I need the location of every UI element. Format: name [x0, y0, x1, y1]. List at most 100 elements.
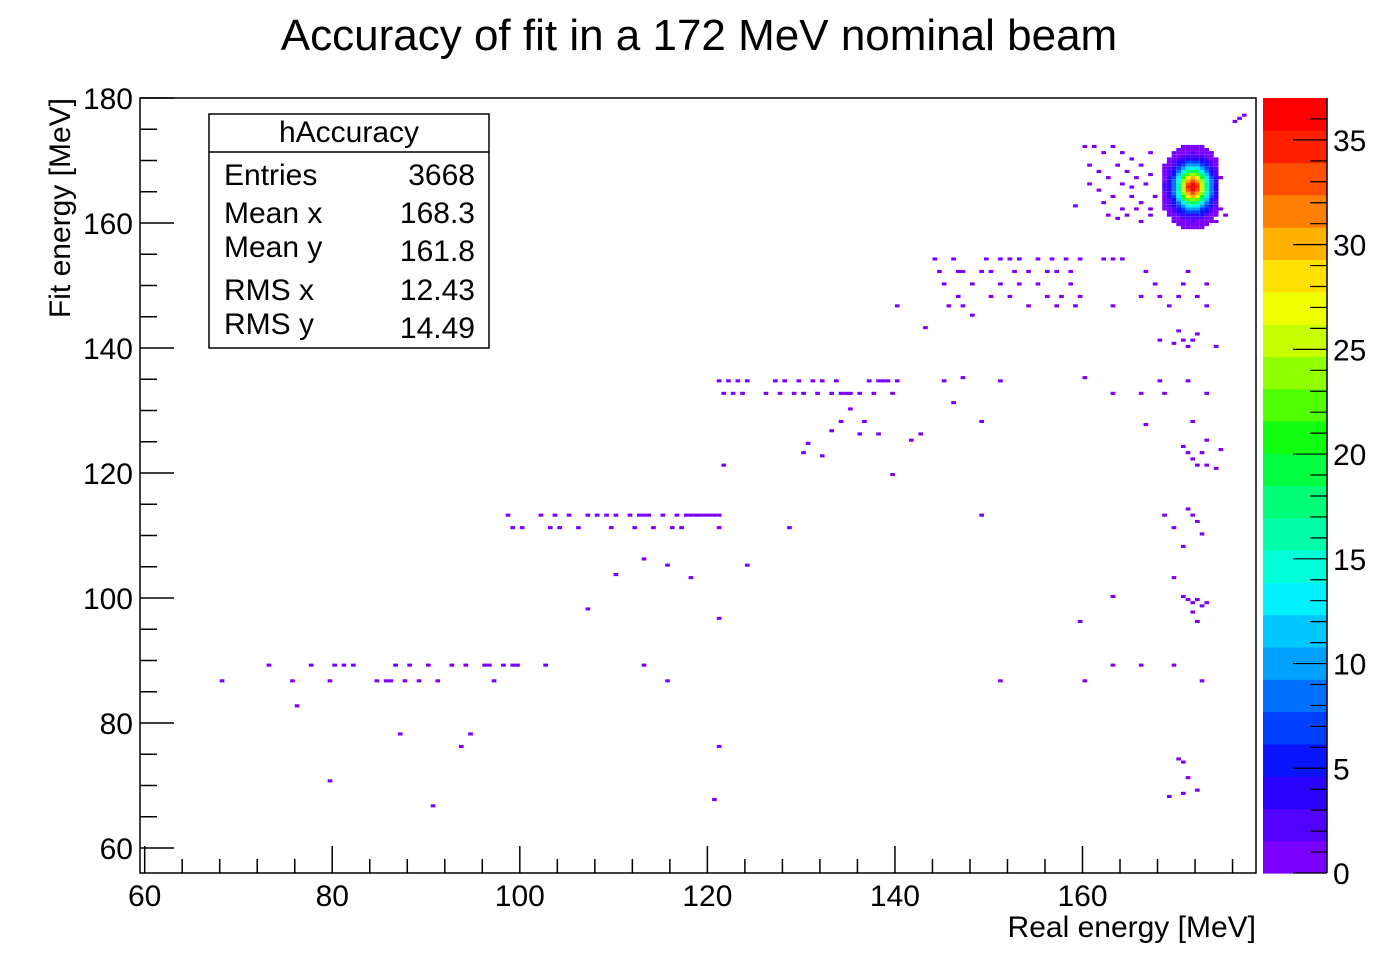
heatmap-bin [716, 526, 722, 530]
heatmap-bin [510, 526, 516, 530]
heatmap-bin [1213, 207, 1219, 211]
heatmap-bin [1138, 391, 1144, 395]
chart-title: Accuracy of fit in a 172 MeV nominal bea… [281, 11, 1117, 60]
heatmap-bin [1195, 619, 1200, 623]
heatmap-bin [1171, 207, 1177, 211]
heatmap-bin [1054, 304, 1060, 308]
heatmap-bin [1176, 223, 1181, 227]
heatmap-bin [773, 379, 778, 383]
heatmap-bin [1176, 148, 1181, 152]
heatmap-bin [1190, 194, 1196, 198]
heatmap-bin [1190, 169, 1196, 173]
heatmap-bin [1171, 213, 1177, 217]
heatmap-bin [1199, 226, 1205, 230]
heatmap-bin [646, 513, 652, 517]
heatmap-bin [487, 663, 492, 667]
heatmap-bin [1162, 169, 1167, 173]
heatmap-bin [1176, 757, 1181, 761]
heatmap-bin [374, 679, 380, 683]
heatmap-bin [1199, 194, 1205, 198]
heatmap-bin [1213, 201, 1219, 205]
heatmap-bin [1204, 151, 1210, 155]
heatmap-bin [1195, 163, 1200, 167]
heatmap-bin [1045, 294, 1050, 298]
heatmap-bin [1166, 188, 1172, 192]
heatmap-bin [1162, 163, 1167, 167]
heatmap-bin [538, 513, 544, 517]
heatmap-bin [1195, 169, 1200, 173]
heatmap-bin [721, 463, 727, 467]
heatmap-bin [1181, 791, 1186, 795]
heatmap-bin [1181, 169, 1186, 173]
heatmap-bin [1190, 601, 1196, 605]
heatmap-bin [1110, 144, 1116, 148]
heatmap-bin [1105, 213, 1111, 217]
heatmap-bin [1199, 201, 1205, 205]
heatmap-bin [660, 513, 666, 517]
heatmap-bin [1199, 451, 1205, 455]
heatmap-bin [918, 432, 924, 436]
heatmap-bin [1012, 269, 1017, 273]
heatmap-bin [1195, 160, 1200, 164]
heatmap-bin [1190, 513, 1196, 517]
heatmap-bin [946, 304, 952, 308]
heatmap-bin [1199, 216, 1205, 220]
heatmap-bin [1166, 304, 1172, 308]
heatmap-bin [388, 679, 394, 683]
heatmap-bin [1185, 191, 1191, 195]
heatmap-bin [1195, 194, 1200, 198]
heatmap-bin [941, 282, 947, 286]
heatmap-bin [1138, 219, 1144, 223]
heatmap-bin [998, 282, 1003, 286]
heatmap-bin [1171, 166, 1177, 170]
heatmap-bin [1213, 173, 1219, 177]
heatmap-bin [1176, 182, 1181, 186]
heatmap-bin [1181, 594, 1186, 598]
heatmap-bin [1120, 207, 1125, 211]
heatmap-bin [1204, 438, 1210, 442]
heatmap-bin [1185, 216, 1191, 220]
heatmap-bin [763, 391, 769, 395]
heatmap-bin [332, 663, 337, 667]
heatmap-bin [1166, 794, 1172, 798]
heatmap-bin [857, 391, 863, 395]
heatmap-bin [1171, 204, 1177, 208]
heatmap-bin [1185, 179, 1191, 183]
color-scale-band [1263, 162, 1327, 196]
heatmap-bin [1190, 210, 1196, 214]
heatmap-bin [1190, 191, 1196, 195]
heatmap-bin [1115, 163, 1120, 167]
heatmap-bin [1181, 444, 1186, 448]
heatmap-bin [712, 798, 717, 802]
heatmap-bin [1190, 157, 1196, 161]
heatmap-bin [1171, 169, 1177, 173]
heatmap-bin [791, 391, 797, 395]
heatmap-bin [1162, 191, 1167, 195]
heatmap-bin [1063, 257, 1069, 261]
heatmap-bin [1185, 198, 1191, 202]
heatmap-bin [566, 513, 572, 517]
heatmap-bin [1190, 179, 1196, 183]
heatmap-bin [1152, 282, 1158, 286]
heatmap-bin [1190, 144, 1196, 148]
heatmap-bin [1185, 188, 1191, 192]
heatmap-bin [843, 391, 849, 395]
heatmap-bin [1185, 166, 1191, 170]
heatmap-bin [613, 513, 619, 517]
color-scale-band [1263, 808, 1327, 842]
heatmap-bin [1176, 198, 1181, 202]
heatmap-bin [1190, 148, 1196, 152]
heatmap-bin [1190, 216, 1196, 220]
heatmap-bin [1176, 179, 1181, 183]
heatmap-bin [1181, 194, 1186, 198]
heatmap-bin [383, 679, 389, 683]
heatmap-bin [1181, 173, 1186, 177]
color-scale-band [1263, 711, 1327, 745]
heatmap-bin [1213, 160, 1219, 164]
stats-box-frame [208, 113, 490, 349]
heatmap-bin [1176, 329, 1181, 333]
heatmap-bin [923, 326, 928, 330]
heatmap-bin [1190, 166, 1196, 170]
heatmap-bin [1181, 154, 1186, 158]
heatmap-bin [1204, 204, 1210, 208]
